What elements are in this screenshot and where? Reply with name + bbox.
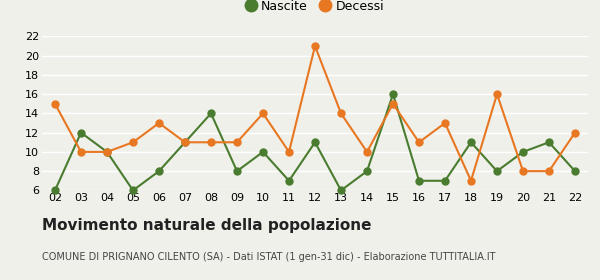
Line: Nascite: Nascite [52, 91, 578, 194]
Decessi [130, 141, 137, 144]
Nascite [208, 112, 215, 115]
Decessi [311, 44, 319, 48]
Legend: Nascite, Decessi: Nascite, Decessi [241, 0, 389, 18]
Decessi [259, 112, 266, 115]
Nascite [337, 189, 344, 192]
Nascite [311, 141, 319, 144]
Nascite [364, 169, 371, 173]
Decessi [389, 102, 397, 106]
Nascite [493, 169, 500, 173]
Line: Decessi: Decessi [52, 43, 578, 184]
Nascite [130, 189, 137, 192]
Decessi [545, 169, 553, 173]
Decessi [155, 121, 163, 125]
Nascite [155, 169, 163, 173]
Nascite [571, 169, 578, 173]
Decessi [181, 141, 188, 144]
Nascite [103, 150, 110, 153]
Decessi [364, 150, 371, 153]
Decessi [337, 112, 344, 115]
Nascite [233, 169, 241, 173]
Decessi [520, 169, 527, 173]
Nascite [442, 179, 449, 183]
Text: Movimento naturale della popolazione: Movimento naturale della popolazione [42, 218, 371, 234]
Nascite [389, 92, 397, 96]
Nascite [545, 141, 553, 144]
Decessi [52, 102, 59, 106]
Nascite [52, 189, 59, 192]
Nascite [467, 141, 475, 144]
Decessi [233, 141, 241, 144]
Decessi [103, 150, 110, 153]
Decessi [493, 92, 500, 96]
Decessi [77, 150, 85, 153]
Text: COMUNE DI PRIGNANO CILENTO (SA) - Dati ISTAT (1 gen-31 dic) - Elaborazione TUTTI: COMUNE DI PRIGNANO CILENTO (SA) - Dati I… [42, 252, 496, 262]
Decessi [442, 121, 449, 125]
Decessi [286, 150, 293, 153]
Nascite [415, 179, 422, 183]
Nascite [286, 179, 293, 183]
Nascite [259, 150, 266, 153]
Decessi [571, 131, 578, 134]
Nascite [520, 150, 527, 153]
Nascite [181, 141, 188, 144]
Decessi [415, 141, 422, 144]
Decessi [208, 141, 215, 144]
Decessi [467, 179, 475, 183]
Nascite [77, 131, 85, 134]
